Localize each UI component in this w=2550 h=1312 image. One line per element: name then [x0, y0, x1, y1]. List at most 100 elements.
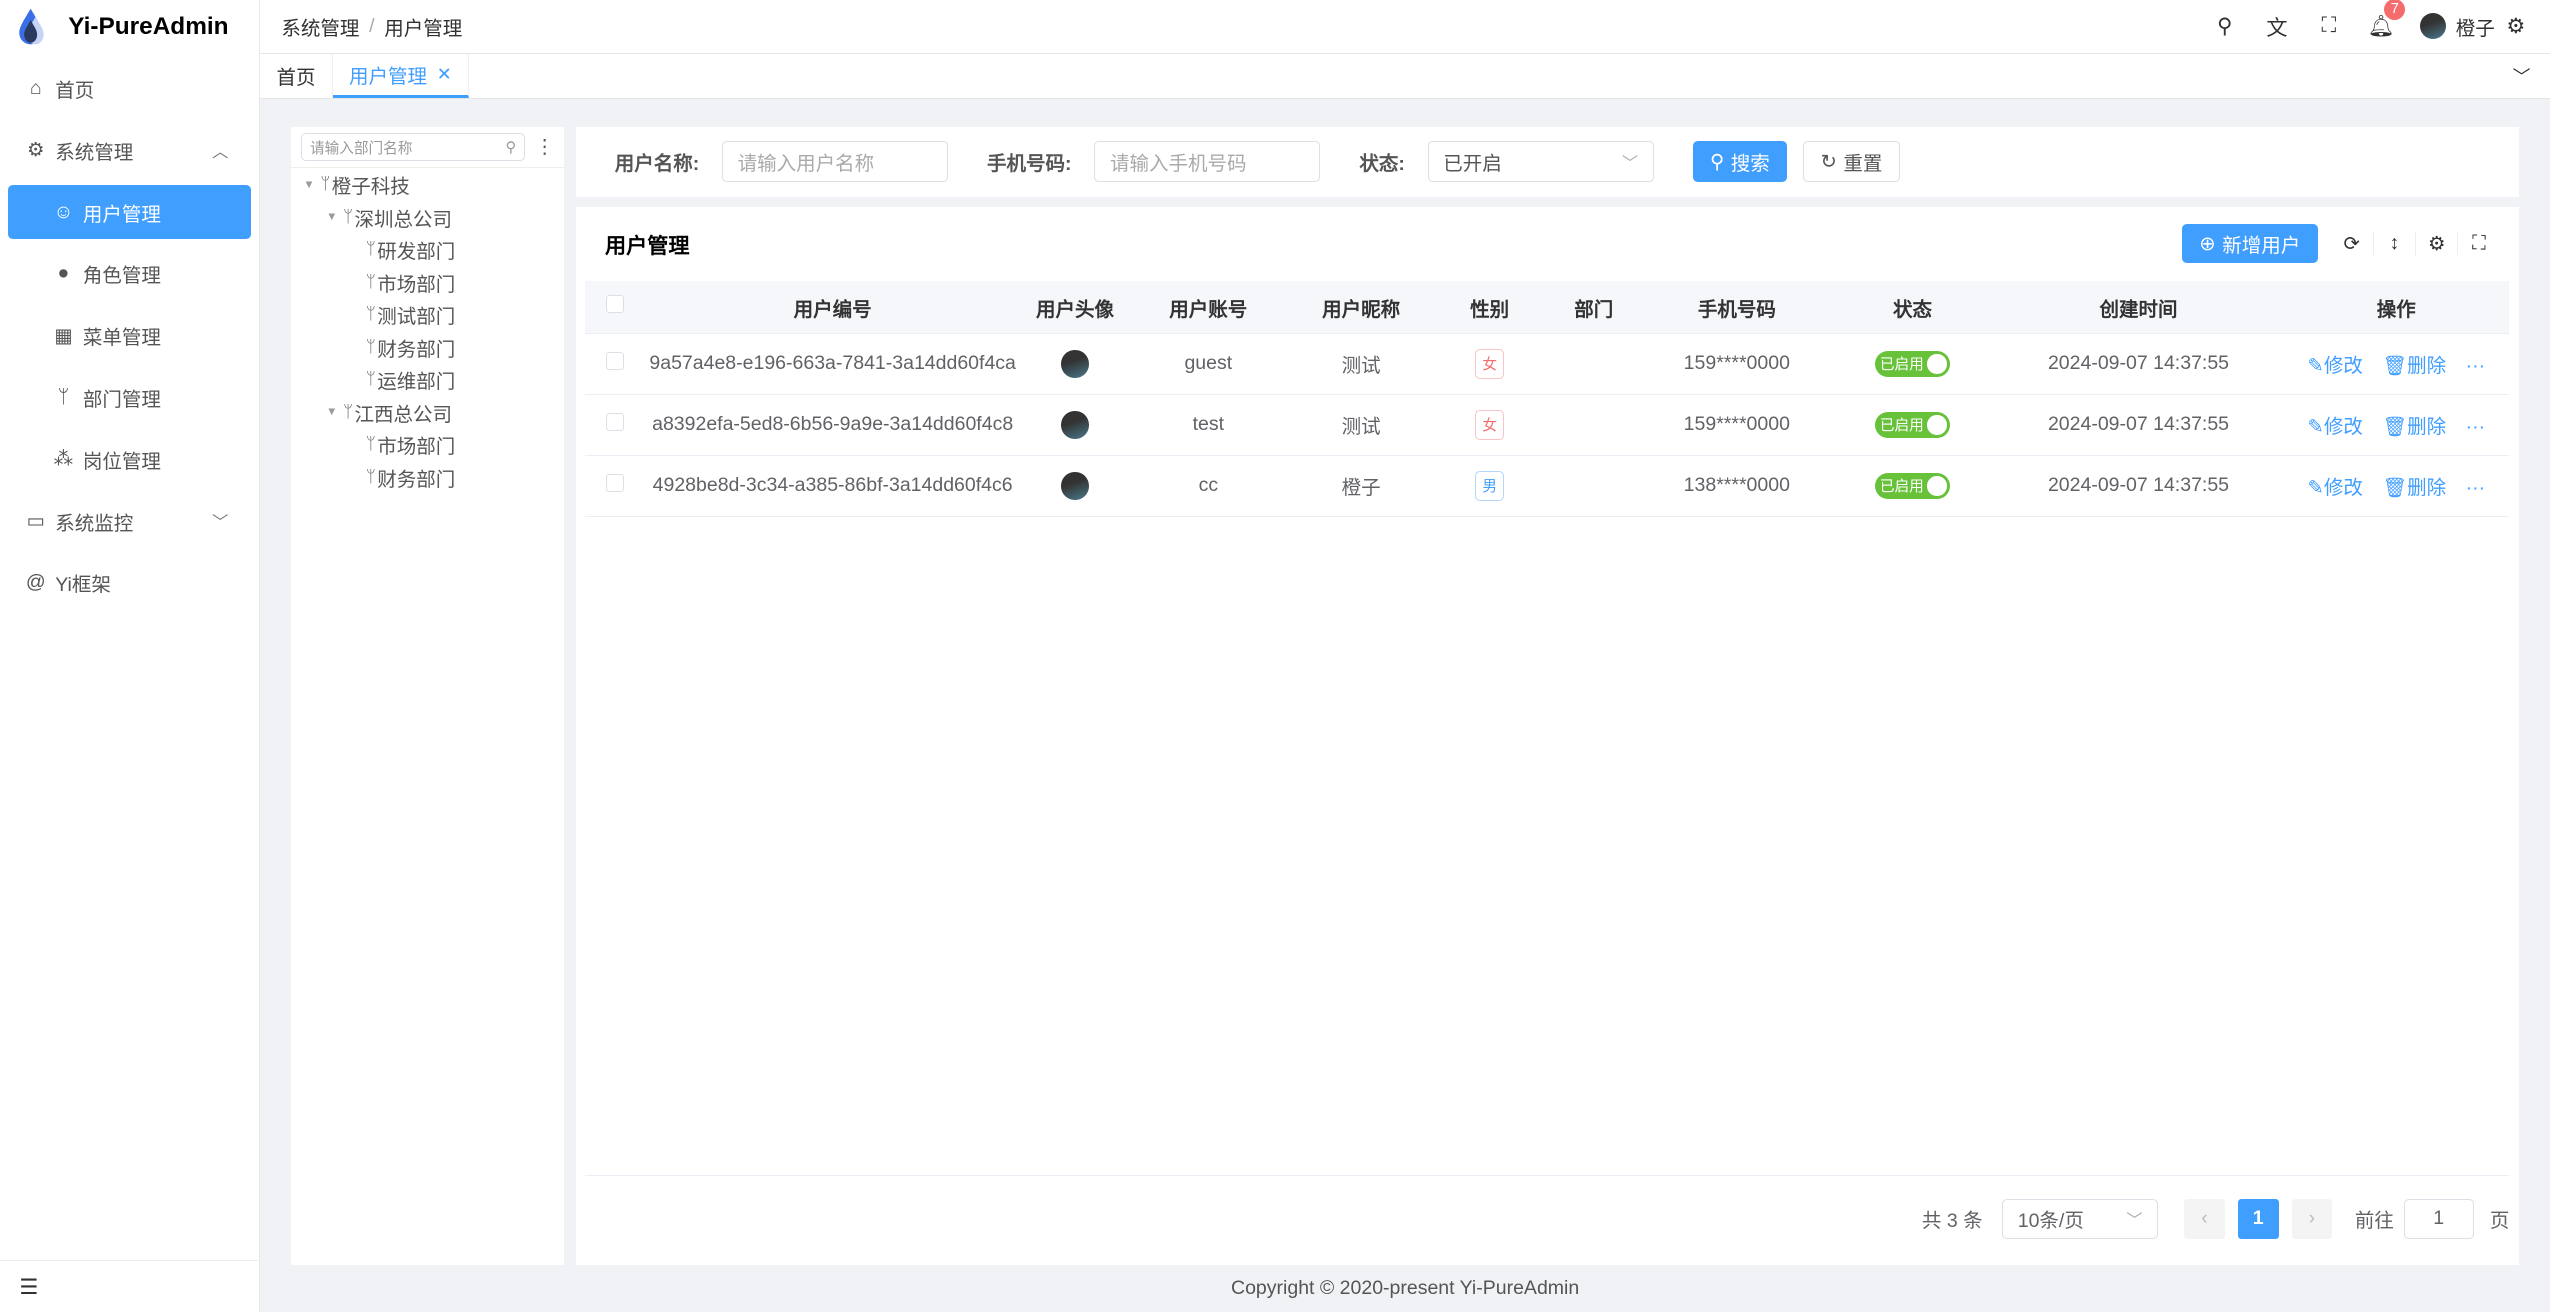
- phone-input[interactable]: 请输入手机号码: [1094, 141, 1321, 183]
- add-user-button[interactable]: ⊕ 新增用户: [2182, 224, 2318, 264]
- row-checkbox[interactable]: [605, 412, 624, 431]
- tab-users[interactable]: 用户管理 ✕: [332, 53, 469, 99]
- sidebar-item-depts[interactable]: ᛘ 部门管理: [8, 371, 251, 425]
- status-switch-label: 已启用: [1879, 418, 1924, 435]
- logo[interactable]: Yi-PureAdmin: [0, 0, 259, 54]
- page-size-select[interactable]: 10条/页 ﹀: [2002, 1198, 2159, 1240]
- sidebar-item-home[interactable]: ⌂ 首页: [8, 62, 251, 116]
- tree-node[interactable]: ᛘ 财务部门: [291, 331, 564, 364]
- sidebar-item-monitor[interactable]: ▭ 系统监控 ﹀: [8, 494, 251, 548]
- tree-node[interactable]: ᛘ 测试部门: [291, 299, 564, 332]
- close-icon[interactable]: ✕: [436, 63, 452, 84]
- chevron-down-icon: ﹀: [2126, 1211, 2143, 1230]
- more-icon[interactable]: ···: [2465, 477, 2486, 500]
- select-all-checkbox[interactable]: [585, 281, 644, 334]
- tree-node[interactable]: ᛘ 市场部门: [291, 429, 564, 462]
- tabs-more-button[interactable]: ﹀: [2493, 54, 2550, 99]
- density-icon[interactable]: ↕: [2372, 232, 2415, 256]
- settings-icon[interactable]: ⚙: [2506, 15, 2526, 39]
- more-vertical-icon[interactable]: ⋮: [535, 136, 555, 159]
- sidebar-item-system[interactable]: ⚙ 系统管理 ︿: [8, 124, 251, 178]
- gender-tag: 女: [1474, 410, 1505, 440]
- table-row: a8392efa-5ed8-6b56-9a9e-3a14dd60f4c8 tes…: [585, 394, 2510, 456]
- username-label: 用户名称:: [614, 153, 700, 176]
- delete-button[interactable]: 🗑︎删除: [2382, 416, 2446, 438]
- edit-icon: ✎: [2307, 477, 2324, 500]
- status-switch[interactable]: 已启用: [1875, 411, 1950, 438]
- status-switch[interactable]: 已启用: [1875, 472, 1950, 499]
- delete-button[interactable]: 🗑︎删除: [2382, 477, 2446, 499]
- sidebar-item-yi[interactable]: @ Yi框架: [8, 556, 251, 610]
- bell-icon[interactable]: 🔔︎ 7: [2355, 0, 2407, 39]
- collapse-sidebar-button[interactable]: ☰: [0, 1260, 261, 1312]
- tree-node-label: 运维部门: [377, 371, 456, 394]
- tab-bar: 首页 用户管理 ✕ ﹀: [260, 53, 2550, 100]
- avatar: [2419, 13, 2446, 40]
- edit-icon: ✎: [2307, 355, 2324, 378]
- search-form: 用户名称: 请输入用户名称 手机号码: 请输入手机号码 状态: 已开启 ﹀ ⚲ 搜索…: [575, 126, 2520, 197]
- edit-button[interactable]: ✎修改: [2307, 355, 2362, 377]
- home-icon: ⌂: [29, 77, 42, 100]
- footer: Copyright © 2020-present Yi-PureAdmin: [260, 1265, 2550, 1312]
- more-icon[interactable]: ···: [2465, 355, 2486, 378]
- dept-search-input[interactable]: 请输入部门名称 ⚲: [300, 133, 526, 161]
- tree-node[interactable]: ▼ ᛘ 橙子科技: [291, 168, 564, 201]
- sidebar-item-posts[interactable]: ⁂ 岗位管理: [8, 432, 251, 486]
- next-page-button[interactable]: ›: [2291, 1198, 2333, 1240]
- tab-home[interactable]: 首页: [260, 53, 333, 99]
- fullscreen-icon[interactable]: ⛶: [2457, 232, 2499, 256]
- row-checkbox[interactable]: [605, 351, 624, 370]
- add-user-label: 新增用户: [2222, 235, 2301, 258]
- avatar: [1061, 472, 1089, 500]
- avatar: [1061, 411, 1089, 439]
- tree-node[interactable]: ▼ ᛘ 深圳总公司: [291, 201, 564, 234]
- table-title: 用户管理: [604, 235, 690, 259]
- sidebar-item-label: 部门管理: [82, 389, 161, 412]
- refresh-icon[interactable]: ⟳: [2343, 232, 2360, 255]
- caret-down-icon[interactable]: ▼: [326, 211, 338, 224]
- tree-node[interactable]: ᛘ 研发部门: [291, 234, 564, 267]
- network-icon: ⁂: [53, 448, 74, 471]
- breadcrumb-item: 用户管理: [384, 17, 463, 40]
- prev-page-button[interactable]: ‹: [2184, 1198, 2225, 1240]
- tree-node[interactable]: ᛘ 运维部门: [291, 364, 564, 397]
- page-suffix: 页: [2489, 1210, 2510, 1233]
- edit-button[interactable]: ✎修改: [2307, 416, 2362, 438]
- status-select[interactable]: 已开启 ﹀: [1427, 141, 1654, 183]
- more-icon[interactable]: ···: [2465, 416, 2486, 439]
- row-checkbox[interactable]: [605, 473, 624, 492]
- search-button[interactable]: ⚲ 搜索: [1692, 141, 1788, 183]
- sidebar-item-roles[interactable]: ● 角色管理: [8, 247, 251, 301]
- page-button-1[interactable]: 1: [2237, 1198, 2279, 1240]
- tree-node[interactable]: ▼ ᛘ 江西总公司: [291, 396, 564, 429]
- goto-page-input[interactable]: 1: [2403, 1198, 2474, 1240]
- column-settings-icon[interactable]: ⚙: [2415, 231, 2457, 256]
- username-input[interactable]: 请输入用户名称: [721, 141, 949, 183]
- goto-label: 前往: [2354, 1210, 2394, 1233]
- search-icon[interactable]: ⚲: [2217, 15, 2233, 39]
- tree-node[interactable]: ᛘ 市场部门: [291, 266, 564, 299]
- trash-icon: 🗑︎: [2382, 355, 2408, 378]
- breadcrumb-item[interactable]: 系统管理: [281, 17, 360, 40]
- translate-icon[interactable]: 文: [2266, 16, 2288, 40]
- status-label: 状态:: [1359, 153, 1405, 176]
- sidebar-item-users[interactable]: ☺ 用户管理: [8, 185, 252, 239]
- branch-icon: ᛘ: [57, 386, 70, 409]
- caret-down-icon[interactable]: ▼: [303, 178, 315, 191]
- tree-node[interactable]: ᛘ 财务部门: [291, 461, 564, 494]
- user-dept: [1544, 333, 1643, 395]
- trash-icon: 🗑︎: [2382, 477, 2408, 500]
- reset-button[interactable]: ↻ 重置: [1803, 141, 1900, 183]
- edit-button[interactable]: ✎修改: [2307, 477, 2362, 499]
- pagination: 共 3 条 10条/页 ﹀ ‹ 1 › 前往 1 页: [1922, 1198, 2510, 1240]
- column-header: 状态: [1831, 281, 1994, 334]
- status-switch[interactable]: 已启用: [1875, 350, 1950, 377]
- column-header: 用户编号: [643, 281, 1022, 334]
- sidebar-item-menus[interactable]: ▦ 菜单管理: [8, 309, 251, 363]
- branch-icon: ᛘ: [365, 435, 376, 454]
- caret-down-icon[interactable]: ▼: [326, 406, 338, 419]
- delete-button[interactable]: 🗑︎删除: [2382, 355, 2446, 377]
- user-phone: 159****0000: [1642, 394, 1832, 456]
- user-menu[interactable]: 橙子: [2419, 12, 2495, 41]
- fullscreen-icon[interactable]: ⛶: [2321, 14, 2337, 38]
